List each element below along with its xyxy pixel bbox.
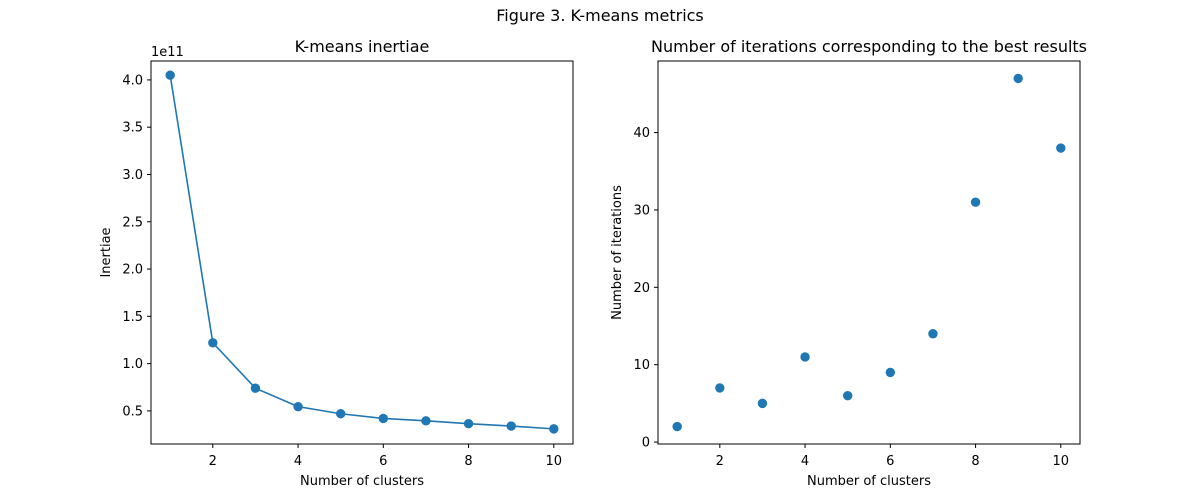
data-point [800,352,810,362]
x-axis-label: Number of clusters [807,474,931,489]
x-axis-label: Number of clusters [300,474,424,489]
chart-1: K-means inertiae 2 4 6 8 10 0.5 1.0 1.5 2.0 2.5 3.0… [99,37,574,489]
y-tick-label: 10 [633,358,650,373]
chart-title: Number of iterations corresponding to th… [651,37,1087,56]
y-tick-label: 1.0 [122,357,143,372]
y-tick-label: 2.0 [122,263,143,278]
chart-2: Number of iterations corresponding to th… [610,37,1087,489]
chart-title: K-means inertiae [295,37,430,56]
x-tick-label: 10 [546,454,563,469]
data-point [421,416,431,426]
y-tick-label: 4.0 [122,73,143,88]
data-point [208,338,218,348]
data-point [928,329,938,339]
data-point [842,390,853,401]
data-point [506,421,516,431]
y-tick-label: 2.5 [122,215,143,230]
data-point [672,421,682,432]
data-point [378,413,389,424]
y-tick-label: 3.0 [122,168,143,183]
x-tick-label: 6 [379,454,387,469]
data-point [165,70,175,80]
series-line [169,75,554,430]
y-tick-label: 0 [642,436,650,451]
y-tick-label: 40 [633,126,650,141]
plot-frame [657,60,1081,445]
x-tick-label: 4 [294,454,302,469]
y-offset-label: 1e11 [151,45,184,60]
plot-frame [150,60,574,445]
data-point [1013,73,1023,84]
x-tick-label: 2 [209,454,217,469]
x-tick-label: 10 [1053,454,1070,469]
data-point [757,398,768,409]
y-tick-label: 20 [633,281,650,296]
figure-title: Figure 3. K-means metrics [496,6,704,25]
x-tick-label: 4 [801,454,809,469]
x-tick-label: 2 [716,454,724,469]
y-tick-label: 3.5 [122,121,143,136]
data-point [463,418,474,429]
y-tick-label: 1.5 [122,310,143,325]
data-point [715,383,725,393]
x-tick-label: 6 [886,454,894,469]
x-tick-label: 8 [464,454,472,469]
x-tick-label: 8 [971,454,979,469]
y-axis-label: Number of iterations [610,185,625,320]
data-point [293,401,303,412]
data-point [335,409,346,419]
y-axis-label: Inertiae [99,227,114,277]
data-point [885,367,896,378]
data-point [1056,143,1066,153]
data-point [549,424,559,434]
data-point [250,383,261,393]
y-tick-label: 0.5 [122,404,143,419]
y-tick-label: 30 [633,203,650,218]
data-point [970,197,981,207]
